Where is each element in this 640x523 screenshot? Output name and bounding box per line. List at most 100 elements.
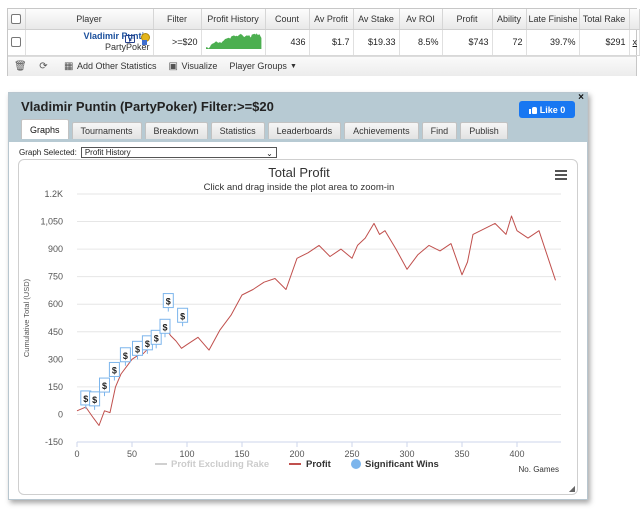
y-tick-label: 300 — [48, 354, 63, 364]
resize-handle-icon[interactable]: ◢ — [568, 484, 575, 493]
significant-win-label: $ — [83, 394, 88, 404]
facebook-like-button[interactable]: Like 0 — [519, 101, 575, 118]
window-header: Vladimir Puntin (PartyPoker) Filter:>=$2… — [9, 92, 587, 142]
significant-win-flag[interactable] — [99, 377, 110, 393]
refresh-icon: ⟳ — [39, 60, 48, 72]
open-graph-icon[interactable] — [124, 34, 135, 43]
y-tick-label: 1,050 — [40, 217, 63, 227]
x-tick-label: 250 — [344, 449, 359, 459]
profit-history-sparkline-cell[interactable] — [201, 29, 266, 56]
av-roi-cell: 8.5% — [399, 29, 443, 56]
chart-container[interactable]: Total Profit Click and drag inside the pl… — [18, 159, 578, 495]
select-all-checkbox[interactable] — [11, 14, 22, 25]
header-profit[interactable]: Profit — [442, 9, 493, 30]
player-icons — [124, 32, 150, 45]
legend-significant-wins-swatch — [351, 459, 361, 469]
visualize-label: Visualize — [181, 61, 218, 71]
y-tick-label: -150 — [45, 437, 63, 447]
header-av-stake[interactable]: Av Stake — [353, 9, 400, 30]
sparkline-area — [205, 33, 261, 49]
legend-profit-label: Profit — [306, 459, 332, 470]
count-cell: 436 — [265, 29, 310, 56]
significant-win-label: $ — [180, 311, 185, 321]
av-stake-cell: $19.33 — [353, 29, 400, 56]
tab-tournaments[interactable]: Tournaments — [71, 122, 142, 139]
player-site: PartyPoker — [104, 42, 150, 52]
x-tick-label: 50 — [127, 449, 137, 459]
refresh-button[interactable]: ⟳ — [39, 60, 52, 72]
header-player[interactable]: Player — [25, 9, 154, 30]
header-select-all[interactable] — [8, 9, 26, 30]
player-cell: Vladimir Puntin PartyPoker — [25, 29, 154, 56]
tab-achievements[interactable]: Achievements — [344, 122, 419, 139]
header-late-finish[interactable]: Late Finishe — [526, 9, 580, 30]
y-tick-label: 450 — [48, 327, 63, 337]
graph-selected-label: Graph Selected: — [19, 148, 77, 157]
profit-series-line[interactable] — [76, 215, 556, 426]
filter-cell: >=$20 — [153, 29, 202, 56]
significant-win-flag[interactable] — [177, 307, 189, 323]
header-ability[interactable]: Ability — [492, 9, 527, 30]
tab-statistics[interactable]: Statistics — [210, 122, 265, 139]
significant-win-flag[interactable] — [159, 318, 171, 334]
header-count[interactable]: Count — [265, 9, 310, 30]
caret-down-icon: ▼ — [289, 62, 297, 70]
close-window-button[interactable]: × — [578, 92, 584, 103]
header-filter[interactable]: Filter — [153, 9, 202, 30]
header-profit-history[interactable]: Profit History — [201, 9, 266, 30]
significant-win-label: $ — [123, 351, 128, 361]
profit-cell: $743 — [442, 29, 493, 56]
x-axis-label: No. Games — [519, 465, 559, 474]
thumbs-up-icon — [528, 106, 537, 114]
significant-win-label: $ — [92, 395, 97, 405]
grid-icon: ▦ — [64, 60, 74, 72]
graph-selector-row: Graph Selected: Profit History ⌄ — [19, 147, 277, 158]
tab-graphs[interactable]: Graphs — [21, 119, 69, 139]
ability-cell: 72 — [492, 29, 527, 56]
header-remove — [629, 9, 640, 30]
significant-win-flag[interactable] — [150, 329, 162, 345]
late-finish-cell: 39.7% — [526, 29, 580, 56]
graph-select-dropdown[interactable]: Profit History ⌄ — [80, 147, 277, 158]
significant-win-label: $ — [145, 339, 150, 349]
player-groups-dropdown[interactable]: Player Groups ▼ — [229, 61, 296, 71]
row-select-cell[interactable] — [8, 29, 26, 56]
medal-icon[interactable] — [140, 32, 150, 45]
graph-select-value: Profit History — [84, 148, 131, 157]
visualize-button[interactable]: ▣ Visualize — [169, 61, 218, 71]
remove-row-button[interactable]: x — [629, 29, 640, 56]
x-tick-label: 400 — [509, 449, 524, 459]
graph-window: Vladimir Puntin (PartyPoker) Filter:>=$2… — [8, 92, 588, 500]
x-tick-label: 200 — [289, 449, 304, 459]
header-av-profit[interactable]: Av Profit — [309, 9, 354, 30]
profit-sparkline[interactable] — [205, 32, 263, 50]
table-header-row: Player Filter Profit History Count Av Pr… — [8, 9, 640, 30]
profit-chart[interactable]: Total Profit Click and drag inside the pl… — [19, 160, 579, 496]
significant-win-flag[interactable] — [89, 391, 101, 407]
tab-leaderboards[interactable]: Leaderboards — [267, 122, 342, 139]
chart-menu-icon[interactable] — [555, 174, 567, 176]
row-checkbox[interactable] — [11, 37, 22, 48]
player-name-link[interactable]: Vladimir Puntin — [83, 31, 150, 41]
chevron-down-icon: ⌄ — [266, 149, 273, 158]
significant-win-flag[interactable] — [162, 293, 174, 309]
delete-button[interactable]: 🗑 — [14, 61, 27, 71]
stats-toolbar: 🗑 ⟳ ▦ Add Other Statistics ▣ Visualize Pla… — [8, 55, 636, 76]
header-total-rake[interactable]: Total Rake — [579, 9, 630, 30]
significant-win-flag[interactable] — [108, 361, 120, 377]
tab-find[interactable]: Find — [421, 122, 458, 139]
y-axis-label: Cumulative Total (USD) — [22, 278, 31, 357]
y-tick-label: 750 — [48, 272, 63, 282]
x-tick-label: 100 — [179, 449, 194, 459]
y-tick-label: 150 — [48, 382, 63, 392]
y-tick-label: 600 — [48, 299, 63, 309]
tab-publish[interactable]: Publish — [460, 122, 508, 139]
x-tick-label: 350 — [454, 449, 469, 459]
chart-menu-icon[interactable] — [555, 170, 567, 172]
significant-win-flag[interactable] — [119, 347, 131, 363]
add-other-statistics-button[interactable]: ▦ Add Other Statistics — [64, 61, 157, 71]
tab-breakdown[interactable]: Breakdown — [144, 122, 208, 139]
chart-menu-icon[interactable] — [555, 178, 567, 180]
header-av-roi[interactable]: Av ROI — [399, 9, 443, 30]
total-rake-cell: $291 — [579, 29, 630, 56]
